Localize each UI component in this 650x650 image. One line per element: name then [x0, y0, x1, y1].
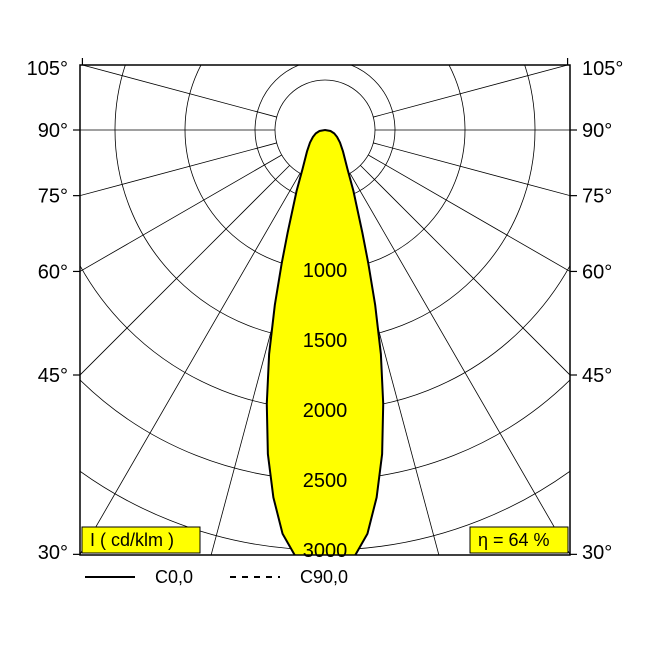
angle-label: 75°	[38, 186, 68, 208]
angle-label: 90°	[582, 120, 612, 142]
intensity-label: 3000	[303, 540, 348, 562]
angle-label: 105°	[582, 58, 623, 80]
angle-label: 75°	[582, 186, 612, 208]
intensity-label: 2500	[303, 470, 348, 492]
angle-label: 30°	[38, 542, 68, 564]
legend-c90-label: C90,0	[300, 567, 348, 587]
angle-label: 45°	[582, 365, 612, 387]
angle-label: 60°	[582, 261, 612, 283]
info-right-text: η = 64 %	[478, 530, 550, 550]
angle-label: 105°	[27, 58, 68, 80]
legend-c0-label: C0,0	[155, 567, 193, 587]
angle-label: 60°	[38, 261, 68, 283]
angle-label: 30°	[582, 542, 612, 564]
intensity-label: 2000	[303, 400, 348, 422]
angle-label: 45°	[38, 365, 68, 387]
intensity-label: 1500	[303, 330, 348, 352]
polar-chart: 1000 1500 2000 2500 3000 30° 30° 45° 45° 60° 60° 75…	[0, 0, 650, 650]
angle-label: 90°	[38, 120, 68, 142]
info-left-text: I ( cd/klm )	[90, 530, 174, 550]
intensity-label: 1000	[303, 260, 348, 282]
